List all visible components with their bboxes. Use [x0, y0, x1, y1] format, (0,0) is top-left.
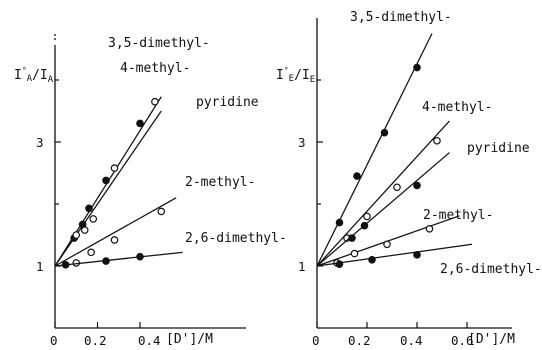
data-point: [72, 231, 81, 239]
data-point: [85, 204, 93, 213]
data-point: [348, 234, 356, 242]
left-y-tick-label: 1: [36, 259, 44, 274]
data-point: [151, 97, 159, 106]
right-x-tick-label: 0: [312, 333, 320, 348]
left-y-tick-label: 3: [36, 135, 44, 150]
data-point: [413, 181, 421, 190]
left-x-tick-label: 0: [50, 333, 58, 348]
data-point: [110, 164, 119, 172]
data-point: [102, 176, 110, 185]
series-label-3-5-dimethyl: 3,5-dimethyl-: [108, 36, 210, 51]
series-label-pyridine: pyridine: [196, 95, 259, 110]
data-point: [136, 252, 144, 261]
fit-line: [54, 251, 183, 267]
right-y-tick-label: 1: [298, 259, 306, 274]
right-y-tick-label: 3: [298, 135, 306, 150]
data-point: [368, 255, 376, 264]
data-point: [433, 136, 441, 145]
data-point: [360, 221, 369, 230]
chart-marks: [54, 33, 473, 328]
data-point: [335, 260, 344, 268]
fit-line: [316, 33, 433, 267]
data-point: [157, 207, 166, 216]
data-point: [61, 260, 70, 269]
series-label-pyridine: pyridine: [467, 141, 530, 156]
left-x-axis-label: [D']/M: [166, 332, 213, 347]
right-y-axis-label: I°E/IE: [276, 66, 315, 85]
right-x-tick-label: 0.4: [400, 333, 423, 348]
data-point: [350, 249, 359, 258]
data-point: [102, 257, 110, 265]
data-point: [380, 128, 389, 137]
fit-line: [316, 120, 450, 267]
data-point: [413, 251, 421, 259]
left-x-tick-label: 0.2: [84, 333, 107, 348]
data-point: [383, 240, 391, 249]
fit-line: [316, 152, 450, 267]
fit-line: [54, 110, 162, 267]
series-label-2-methyl: 2-methyl-: [423, 208, 493, 223]
data-point: [89, 215, 98, 223]
data-point: [87, 248, 95, 257]
data-point: [353, 172, 361, 180]
data-point: [335, 218, 344, 227]
data-point: [363, 212, 371, 221]
data-point: [80, 226, 89, 234]
series-label-2-6-dimethyl: 2,6-dimethyl-: [185, 231, 287, 246]
data-point: [425, 225, 434, 233]
left-y-axis-label: I°A/IA: [14, 66, 54, 85]
series-label-2-methyl: 2-methyl-: [185, 175, 255, 190]
left-x-tick-label: 0.4: [138, 333, 161, 348]
left-panel: I°A/IA [D']/M 1 3 0 0.2 0.4 3,5-dimethyl…: [14, 33, 287, 348]
data-point: [393, 183, 401, 192]
series-label-2-6-dimethyl: 2,6-dimethyl-: [440, 262, 542, 277]
right-panel: I°E/IE [D']/M 1 3 0 0.2 0.4 0.6 3,5-dime…: [276, 10, 542, 348]
data-point: [136, 119, 144, 128]
fit-line: [54, 197, 177, 267]
series-label-4-methyl: 4-methyl-: [422, 100, 492, 115]
data-point: [110, 236, 119, 244]
data-point: [413, 63, 421, 72]
series-label-3-5-dimethyl: 3,5-dimethyl-: [350, 10, 452, 25]
right-x-tick-label: 0.6: [451, 333, 474, 348]
series-label-4-methyl: 4-methyl-: [120, 61, 190, 76]
right-x-tick-label: 0.2: [348, 333, 371, 348]
right-x-axis-label: [D']/M: [468, 332, 515, 347]
